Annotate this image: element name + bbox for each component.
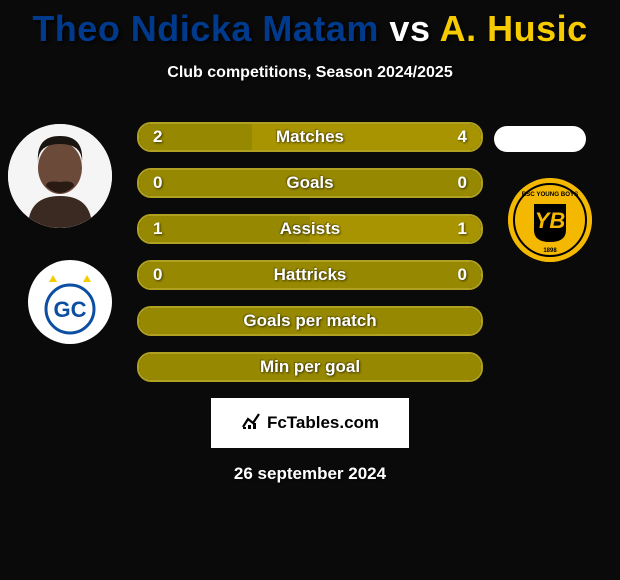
- stat-value-right: 1: [458, 216, 467, 242]
- stat-row: Goals per match: [137, 306, 483, 336]
- stat-value-left: 2: [153, 124, 162, 150]
- stat-label: Goals per match: [139, 308, 481, 334]
- stat-row: Assists1 1: [137, 214, 483, 244]
- stat-row: Matches2 4: [137, 122, 483, 152]
- brand-badge: FcTables.com: [211, 398, 409, 448]
- stat-value-left: 0: [153, 170, 162, 196]
- stat-value-right: 0: [458, 262, 467, 288]
- svg-text:YB: YB: [535, 208, 566, 233]
- brand-text: FcTables.com: [267, 413, 379, 433]
- svg-text:1898: 1898: [543, 248, 557, 254]
- subtitle: Club competitions, Season 2024/2025: [0, 64, 620, 82]
- stat-label: Matches: [139, 124, 481, 150]
- team2-logo: YB BSC YOUNG BOYS 1898: [508, 178, 592, 262]
- player1-photo: [8, 124, 112, 228]
- stats-panel: Matches24Goals00Assists11Hattricks00Goal…: [137, 122, 483, 382]
- player2-name: A. Husic: [440, 8, 588, 49]
- stat-value-left: 1: [153, 216, 162, 242]
- svg-text:GC: GC: [54, 297, 87, 322]
- stat-label: Min per goal: [139, 354, 481, 380]
- club-badge-icon: YB BSC YOUNG BOYS 1898: [508, 178, 592, 262]
- team1-logo: GC: [28, 260, 112, 344]
- stat-value-right: 0: [458, 170, 467, 196]
- comparison-title: Theo Ndicka Matam vs A. Husic: [0, 0, 620, 50]
- stat-row: Hattricks0 0: [137, 260, 483, 290]
- chart-icon: [241, 411, 261, 436]
- stat-label: Hattricks: [139, 262, 481, 288]
- stat-label: Goals: [139, 170, 481, 196]
- stat-row: Goals0 0: [137, 168, 483, 198]
- stat-label: Assists: [139, 216, 481, 242]
- stat-value-right: 4: [458, 124, 467, 150]
- avatar-icon: [8, 124, 112, 228]
- player2-photo-placeholder: [494, 126, 586, 152]
- stat-value-left: 0: [153, 262, 162, 288]
- vs-separator: vs: [389, 8, 430, 49]
- footer-date: 26 september 2024: [0, 464, 620, 484]
- svg-text:BSC YOUNG BOYS: BSC YOUNG BOYS: [522, 191, 579, 198]
- stat-row: Min per goal: [137, 352, 483, 382]
- club-badge-icon: GC: [35, 267, 105, 337]
- player1-name: Theo Ndicka Matam: [32, 8, 379, 49]
